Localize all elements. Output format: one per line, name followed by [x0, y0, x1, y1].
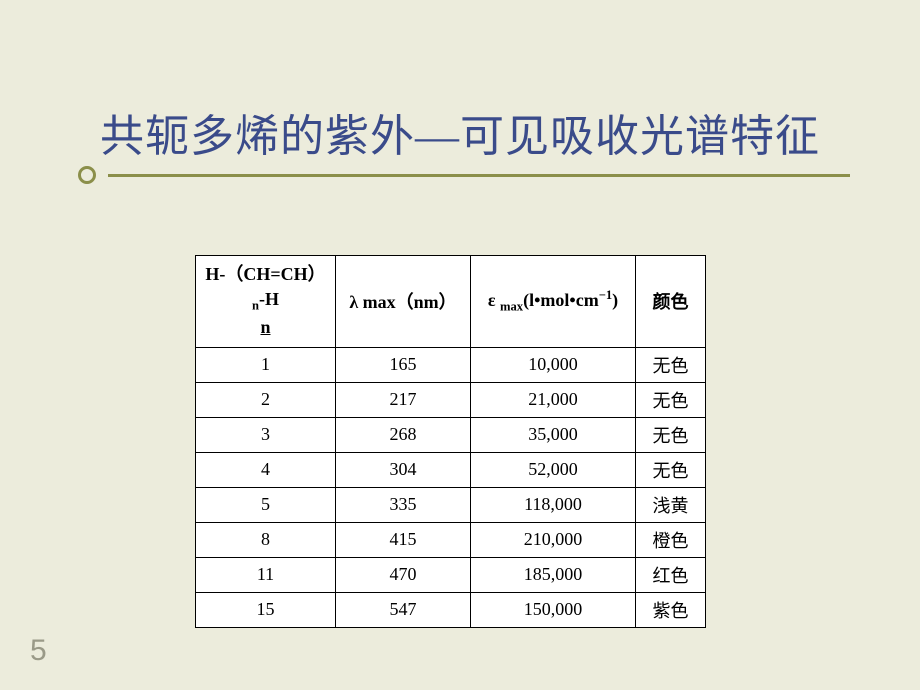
table-cell: 紫色: [636, 592, 706, 627]
table-cell: 红色: [636, 557, 706, 592]
table-cell: 470: [336, 557, 471, 592]
table-cell: 547: [336, 592, 471, 627]
table-cell: 4: [196, 452, 336, 487]
table-header-row: H-（CH=CH）n-Hn λ max（nm） ε max(l•mol•cm−1…: [196, 256, 706, 348]
table-row: 15547150,000紫色: [196, 592, 706, 627]
col-header-color: 颜色: [636, 256, 706, 348]
table-cell: 335: [336, 487, 471, 522]
table-row: 430452,000无色: [196, 452, 706, 487]
table-cell: 3: [196, 417, 336, 452]
col-header-epsilon: ε max(l•mol•cm−1): [471, 256, 636, 348]
table-row: 326835,000无色: [196, 417, 706, 452]
data-table-container: H-（CH=CH）n-Hn λ max（nm） ε max(l•mol•cm−1…: [195, 255, 706, 628]
table-cell: 150,000: [471, 592, 636, 627]
page-number: 5: [30, 634, 47, 668]
table-cell: 无色: [636, 382, 706, 417]
table-cell: 15: [196, 592, 336, 627]
table-cell: 无色: [636, 452, 706, 487]
table-cell: 304: [336, 452, 471, 487]
table-row: 116510,000无色: [196, 347, 706, 382]
table-body: 116510,000无色221721,000无色326835,000无色4304…: [196, 347, 706, 627]
table-cell: 165: [336, 347, 471, 382]
table-cell: 8: [196, 522, 336, 557]
table-cell: 无色: [636, 417, 706, 452]
table-cell: 118,000: [471, 487, 636, 522]
table-cell: 415: [336, 522, 471, 557]
table-cell: 210,000: [471, 522, 636, 557]
table-cell: 217: [336, 382, 471, 417]
table-cell: 10,000: [471, 347, 636, 382]
table-cell: 268: [336, 417, 471, 452]
slide: 共轭多烯的紫外—可见吸收光谱特征 H-（CH=CH）n-Hn λ max（nm）…: [0, 0, 920, 690]
table-cell: 5: [196, 487, 336, 522]
table-row: 5335118,000浅黄: [196, 487, 706, 522]
table-cell: 185,000: [471, 557, 636, 592]
polyene-table: H-（CH=CH）n-Hn λ max（nm） ε max(l•mol•cm−1…: [195, 255, 706, 628]
table-cell: 35,000: [471, 417, 636, 452]
table-cell: 浅黄: [636, 487, 706, 522]
table-cell: 52,000: [471, 452, 636, 487]
title-underline: [108, 174, 850, 177]
table-row: 8415210,000橙色: [196, 522, 706, 557]
col-header-lambda: λ max（nm）: [336, 256, 471, 348]
col-header-n: H-（CH=CH）n-Hn: [196, 256, 336, 348]
table-cell: 无色: [636, 347, 706, 382]
table-cell: 2: [196, 382, 336, 417]
title-bullet-icon: [78, 166, 96, 184]
table-cell: 橙色: [636, 522, 706, 557]
table-row: 11470185,000红色: [196, 557, 706, 592]
slide-title: 共轭多烯的紫外—可见吸收光谱特征: [60, 100, 860, 164]
table-row: 221721,000无色: [196, 382, 706, 417]
table-cell: 1: [196, 347, 336, 382]
table-cell: 11: [196, 557, 336, 592]
table-cell: 21,000: [471, 382, 636, 417]
